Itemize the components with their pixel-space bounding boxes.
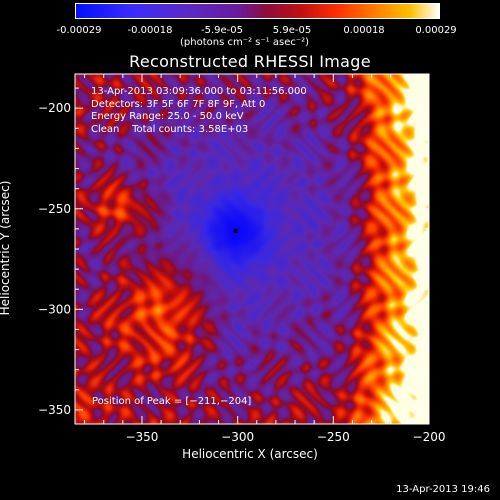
colorbar-tick-label: 5.9e-05 bbox=[272, 25, 312, 36]
timestamp: 13-Apr-2013 19:46 bbox=[396, 484, 490, 495]
colorbar-tick-label: 0.00029 bbox=[415, 25, 457, 36]
info-counts: Clean Total counts: 3.58E+03 bbox=[91, 123, 249, 135]
peak-position-label: Position of Peak = [−211,−204] bbox=[92, 396, 252, 407]
colorbar-tick-label: -0.00018 bbox=[127, 25, 173, 36]
x-axis-label: Heliocentric X (arcsec) bbox=[182, 447, 318, 461]
x-tick-label: −350 bbox=[125, 430, 158, 444]
colorbar-tick-label: 0.00018 bbox=[343, 25, 385, 36]
colorbar bbox=[75, 3, 440, 19]
y-tick-label: −250 bbox=[38, 202, 71, 216]
x-tick-label: −200 bbox=[413, 430, 446, 444]
info-time-range: 13-Apr-2013 03:09:36.000 to 03:11:56.000 bbox=[91, 86, 307, 97]
colorbar-tick-label: -0.00029 bbox=[56, 25, 102, 36]
info-detectors: Detectors: 3F 5F 6F 7F 8F 9F, Att 0 bbox=[91, 98, 266, 110]
chart-title: Reconstructed RHESSI Image bbox=[129, 52, 371, 71]
x-tick-label: −250 bbox=[317, 430, 350, 444]
y-axis-label: Heliocentric Y (arcsec) bbox=[0, 180, 12, 316]
x-tick-label: −300 bbox=[221, 430, 254, 444]
colorbar-units: (photons cm⁻² s⁻¹ asec⁻²) bbox=[180, 37, 310, 48]
info-energy-range: Energy Range: 25.0 - 50.0 keV bbox=[91, 111, 244, 122]
y-tick-label: −200 bbox=[38, 101, 71, 115]
observation-info: 13-Apr-2013 03:09:36.000 to 03:11:56.000… bbox=[91, 86, 307, 136]
heatmap-canvas bbox=[75, 74, 429, 424]
y-tick-label: −300 bbox=[38, 302, 71, 316]
y-tick-label: −350 bbox=[38, 403, 71, 417]
heatmap-image bbox=[75, 74, 429, 424]
colorbar-tick-label: -5.9e-05 bbox=[201, 25, 243, 36]
